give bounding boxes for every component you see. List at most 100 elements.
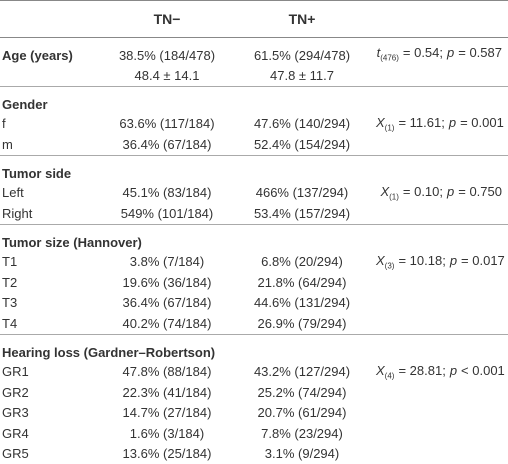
row-label: GR5 <box>0 444 102 464</box>
row-label: T1 <box>0 252 102 273</box>
value-cell: 25.2% (74/294) <box>232 382 372 403</box>
section-row: Age (years)38.5% (184/478)61.5% (294/478… <box>0 38 508 66</box>
stat-cell <box>372 382 508 403</box>
value-text: 20.7% (61/294) <box>258 405 347 420</box>
blank-header <box>372 1 508 38</box>
value-text: 47.8 ± 11.7 <box>270 68 334 83</box>
data-row: GR2 22.3% (41/184) 25.2% (74/294) <box>0 382 508 403</box>
row-label: m <box>0 134 102 155</box>
section-row: Hearing loss (Gardner–Robertson) <box>0 334 508 362</box>
value-text: 52.4% (154/294) <box>254 137 350 152</box>
row-label <box>0 65 102 86</box>
data-row: T2 19.6% (36/184) 21.8% (64/294) <box>0 272 508 293</box>
value-text: 47.8% (88/184) <box>123 364 212 379</box>
value-cell <box>232 86 372 114</box>
row-label: GR1 <box>0 362 102 383</box>
stat-df: (1) <box>389 193 399 202</box>
stat-cell <box>372 86 508 114</box>
section-title: Tumor size (Hannover) <box>0 224 102 252</box>
p-value: = 0.587 <box>458 45 502 60</box>
value-cell: 21.8% (64/294) <box>232 272 372 293</box>
data-row: 48.4 ± 14.1 47.8 ± 11.7 <box>0 65 508 86</box>
value-text: 36.4% (67/184) <box>123 295 212 310</box>
value-cell: 63.6% (117/184) <box>102 114 232 135</box>
row-label: f <box>0 114 102 135</box>
value-text: 3.8% (7/184) <box>130 254 204 269</box>
value-cell: 22.3% (41/184) <box>102 382 232 403</box>
row-label: GR3 <box>0 403 102 424</box>
value-cell: 26.9% (79/294) <box>232 313 372 334</box>
value-cell: 48.4 ± 14.1 <box>102 65 232 86</box>
row-label: GR2 <box>0 382 102 403</box>
section-row: Gender <box>0 86 508 114</box>
stat-symbol: X <box>376 115 385 130</box>
value-cell: 40.2% (74/184) <box>102 313 232 334</box>
value-cell: 38.5% (184/478) <box>102 38 232 66</box>
value-text: 6.8% (20/294) <box>261 254 343 269</box>
value-cell <box>102 86 232 114</box>
p-symbol: p <box>447 45 454 60</box>
value-text: 19.6% (36/184) <box>123 275 212 290</box>
value-cell <box>232 155 372 183</box>
column-header: TN− <box>102 1 232 38</box>
value-cell: 3.1% (9/294) <box>232 444 372 464</box>
stat-cell <box>372 155 508 183</box>
stat-value: = 28.81; <box>398 363 445 378</box>
value-cell: 47.8 ± 11.7 <box>232 65 372 86</box>
value-cell: 6.8% (20/294) <box>232 252 372 273</box>
stat-df: (476) <box>380 54 399 63</box>
stat-cell <box>372 423 508 444</box>
stat-cell <box>372 134 508 155</box>
value-text: 22.3% (41/184) <box>123 385 212 400</box>
stat-cell <box>372 444 508 464</box>
stat-cell <box>372 313 508 334</box>
value-text: 3.1% (9/294) <box>265 446 339 461</box>
value-text: 43.2% (127/294) <box>254 364 350 379</box>
data-row: GR3 14.7% (27/184) 20.7% (61/294) <box>0 403 508 424</box>
value-text: 21.8% (64/294) <box>258 275 347 290</box>
value-text: 13.6% (25/184) <box>123 446 212 461</box>
row-label: GR4 <box>0 423 102 444</box>
value-text: 36.4% (67/184) <box>123 137 212 152</box>
value-text: 549% (101/184) <box>121 206 214 221</box>
value-text: 25.2% (74/294) <box>258 385 347 400</box>
p-value: = 0.001 <box>460 115 504 130</box>
page: TN− TN+ Age (years)38.5% (184/478)61.5% … <box>0 0 508 453</box>
stat-df: (1) <box>385 124 395 133</box>
value-text: 53.4% (157/294) <box>254 206 350 221</box>
value-text: 14.7% (27/184) <box>123 405 212 420</box>
value-cell: 13.6% (25/184) <box>102 444 232 464</box>
value-cell: 44.6% (131/294) <box>232 293 372 314</box>
row-label: Left <box>0 183 102 204</box>
value-cell: 43.2% (127/294) <box>232 362 372 383</box>
stat-cell: X(1)= 0.10;p= 0.750 <box>372 183 508 204</box>
stat-symbol: X <box>380 184 389 199</box>
value-cell: 7.8% (23/294) <box>232 423 372 444</box>
stat-cell <box>372 403 508 424</box>
stat-df: (3) <box>385 262 395 271</box>
stat-value: = 0.54; <box>403 45 443 60</box>
stat-value: = 11.61; <box>398 115 444 130</box>
value-cell: 52.4% (154/294) <box>232 134 372 155</box>
stat-symbol: X <box>376 253 385 268</box>
stat-cell <box>372 65 508 86</box>
p-value: = 0.017 <box>461 253 505 268</box>
value-text: 466% (137/294) <box>256 185 349 200</box>
value-text: 61.5% (294/478) <box>254 48 350 63</box>
row-label: T2 <box>0 272 102 293</box>
value-text: 38.5% (184/478) <box>119 48 215 63</box>
value-cell: 47.6% (140/294) <box>232 114 372 135</box>
stat-cell <box>372 293 508 314</box>
p-symbol: p <box>450 363 457 378</box>
value-cell: 466% (137/294) <box>232 183 372 204</box>
value-text: 7.8% (23/294) <box>261 426 343 441</box>
p-value: < 0.001 <box>461 363 505 378</box>
value-text: 48.4 ± 14.1 <box>135 68 200 83</box>
